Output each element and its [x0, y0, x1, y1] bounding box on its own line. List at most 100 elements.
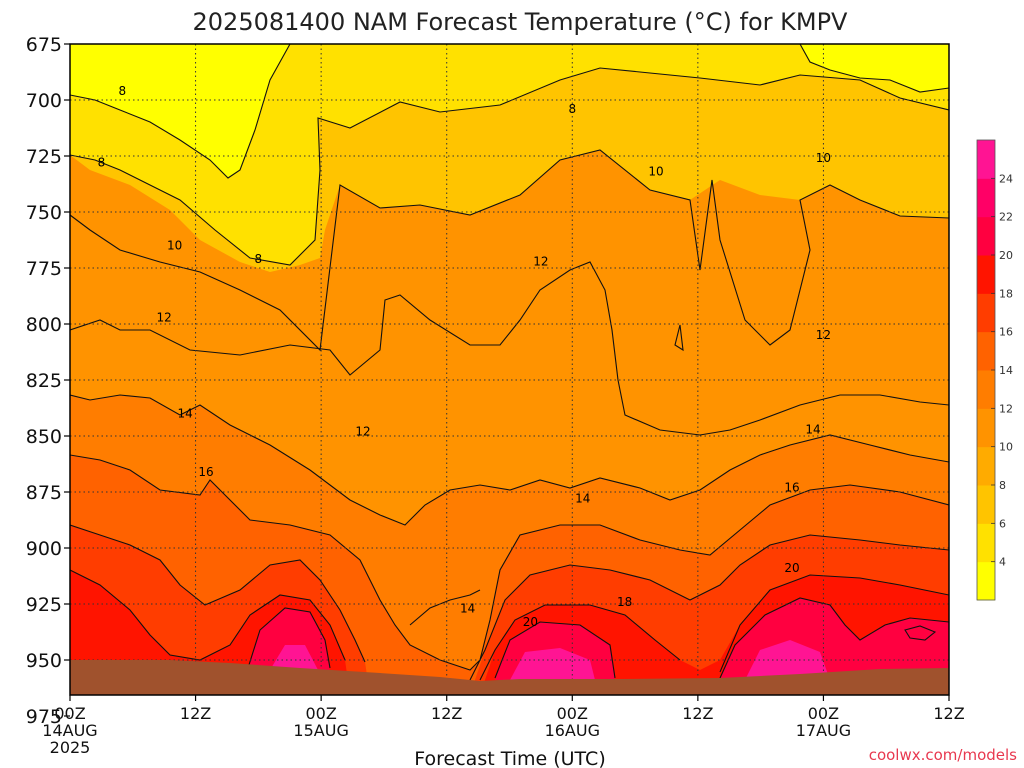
colorbar-label: 18	[999, 287, 1013, 300]
colorbar: 4 6 8 10 12 14 16 18 20 22 24	[976, 139, 1013, 601]
x-tick-sublabel: 2025	[50, 738, 91, 757]
colorbar-swatch	[977, 408, 995, 448]
contour-line	[70, 67, 949, 266]
contour-line	[70, 261, 949, 436]
contour-line	[70, 394, 949, 526]
x-tick-label: 12Z	[933, 704, 964, 723]
band-24-plus-mid	[510, 648, 595, 680]
y-tick-label: 875	[26, 482, 62, 504]
colorbar-swatch	[977, 331, 995, 371]
colorbar-swatch	[977, 140, 995, 179]
credit-text: coolwx.com/models	[869, 746, 1017, 764]
y-tick-label: 700	[26, 90, 62, 112]
y-tick-label: 900	[26, 538, 62, 560]
contour-label: 12	[533, 254, 548, 268]
y-axis: 675 700 725 750 775 800 825 850 875 900 925 950 975	[26, 34, 70, 728]
contour-label: 12	[355, 425, 370, 439]
contour-line	[469, 534, 949, 681]
contour-label: 16	[198, 465, 213, 479]
contour-line	[70, 149, 949, 352]
band-4-6	[70, 44, 290, 178]
grid-lines	[70, 44, 949, 695]
contour-line	[674, 324, 684, 352]
y-tick-label: 800	[26, 314, 62, 336]
contour-label: 14	[575, 492, 590, 506]
colorbar-swatch	[977, 255, 995, 294]
contour-label: 8	[98, 156, 106, 170]
contour-label: 14	[177, 407, 192, 421]
contour-line	[70, 524, 366, 663]
colorbar-label: 22	[999, 211, 1013, 224]
band-4-6-right	[800, 44, 949, 92]
contour-line	[494, 621, 616, 679]
colorbar-swatch	[977, 293, 995, 333]
x-tick-label: 00Z	[808, 704, 839, 723]
contour-label: 12	[816, 328, 831, 342]
colorbar-label: 4	[999, 556, 1006, 569]
temperature-fills	[70, 44, 949, 695]
x-tick-label: 12Z	[431, 704, 462, 723]
contour-label: 14	[460, 601, 475, 615]
y-tick-label: 775	[26, 258, 62, 280]
x-tick-sublabel: 17AUG	[796, 721, 851, 740]
colorbar-label: 24	[999, 172, 1013, 185]
colorbar-swatch	[977, 523, 995, 563]
colorbar-label: 20	[999, 249, 1013, 262]
chart-title: 2025081400 NAM Forecast Temperature (°C)…	[193, 8, 849, 36]
x-axis-label: Forecast Time (UTC)	[414, 748, 605, 768]
y-tick-label: 950	[26, 650, 62, 672]
plot-area: 8 8 8 8 10 10 10 12 12 12 12 14 14 14 14 16 16 18 20 20	[70, 44, 949, 695]
y-tick-label: 825	[26, 370, 62, 392]
plot-frame	[69, 43, 950, 696]
contour-label: 20	[784, 561, 799, 575]
colorbar-label: 10	[999, 441, 1013, 454]
contour-label: 16	[784, 481, 799, 495]
contour-label: 18	[617, 595, 632, 609]
contour-label: 20	[523, 615, 538, 629]
x-tick-label: 12Z	[180, 704, 211, 723]
x-tick-sublabel: 14AUG	[42, 721, 97, 740]
contour-line	[409, 589, 481, 626]
contour-line	[719, 597, 949, 679]
band-6-8	[70, 44, 949, 265]
contour-label: 10	[648, 165, 663, 179]
contour-label: 8	[119, 84, 127, 98]
y-tick-label: 925	[26, 594, 62, 616]
temperature-contours	[70, 44, 949, 681]
colorbar-swatch	[977, 485, 995, 524]
contour-line	[70, 454, 949, 671]
contour-line	[904, 625, 937, 641]
colorbar-label: 16	[999, 326, 1013, 339]
contour-labels: 8 8 8 8 10 10 10 12 12 12 12 14 14 14 14 16 16 18 20 20	[98, 84, 831, 629]
x-tick-label: 00Z	[305, 704, 336, 723]
contour-label: 14	[805, 422, 820, 436]
x-tick-label: 00Z	[557, 704, 588, 723]
x-tick-sublabel: 16AUG	[545, 721, 600, 740]
contour-line	[719, 574, 949, 673]
x-tick-label: 00Z	[54, 704, 85, 723]
colorbar-label: 14	[999, 364, 1013, 377]
colorbar-swatch	[977, 370, 995, 409]
contour-label: 10	[816, 151, 831, 165]
contour-label: 8	[568, 102, 576, 116]
contour-line	[247, 607, 331, 669]
band-24-plus	[270, 645, 318, 670]
colorbar-swatch	[977, 216, 995, 256]
y-tick-label: 975	[26, 706, 62, 728]
contour-line	[70, 44, 291, 179]
x-tick-label: 12Z	[682, 704, 713, 723]
band-24-plus-right	[745, 640, 830, 680]
contour-label: 10	[167, 239, 182, 253]
contour-label: 8	[255, 252, 263, 266]
contour-line	[799, 44, 949, 93]
colorbar-label: 8	[999, 479, 1006, 492]
contour-label: 12	[157, 310, 172, 324]
y-tick-label: 850	[26, 426, 62, 448]
terrain	[70, 660, 949, 695]
colorbar-swatch	[977, 178, 995, 218]
contour-line	[479, 604, 681, 681]
y-tick-label: 725	[26, 146, 62, 168]
y-tick-label: 750	[26, 202, 62, 224]
